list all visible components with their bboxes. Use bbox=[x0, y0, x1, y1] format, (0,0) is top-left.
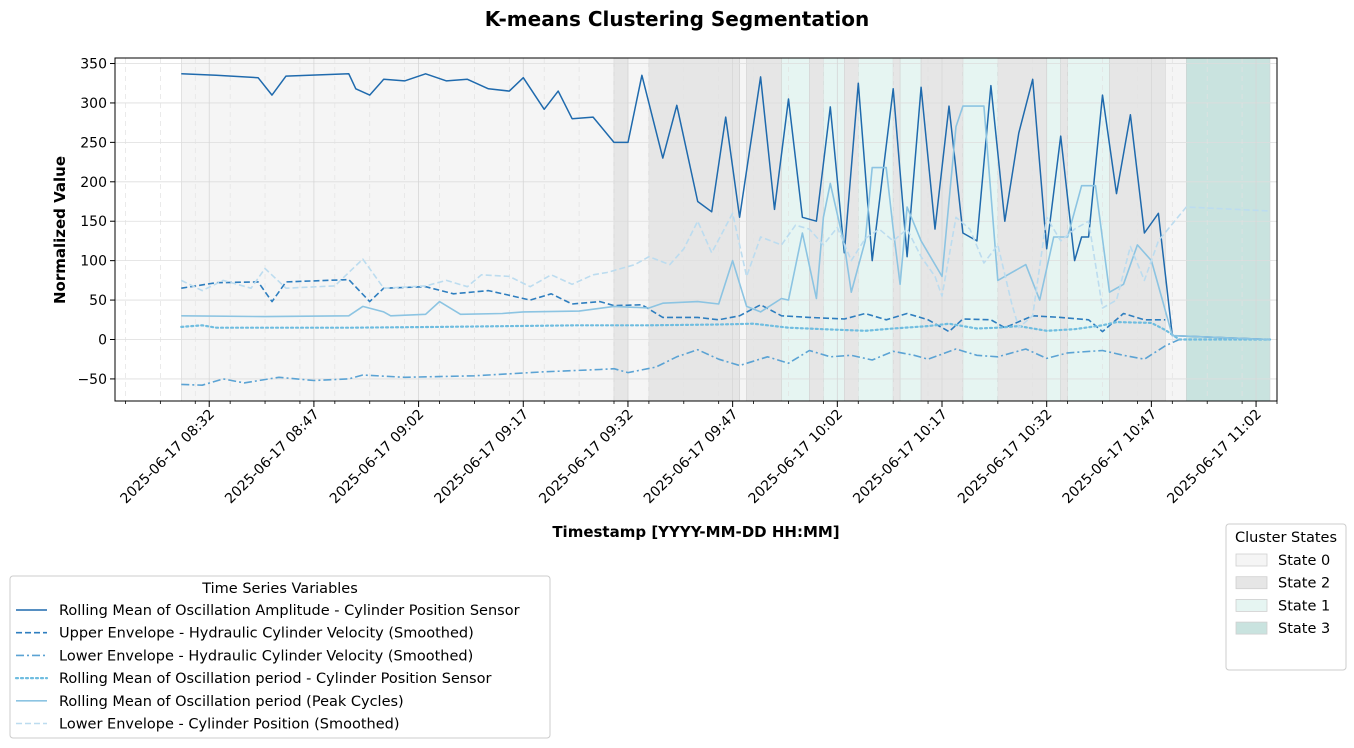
x-tick-label: 2025-06-17 11:02 bbox=[1164, 407, 1265, 508]
state-band bbox=[648, 57, 740, 402]
state-legend-items: State 0 State 2 State 1 State 3 bbox=[1235, 553, 1330, 637]
y-tick-label: 250 bbox=[80, 135, 107, 151]
state-legend-swatch bbox=[1235, 621, 1268, 635]
x-tick-label: 2025-06-17 08:47 bbox=[222, 407, 323, 508]
x-tick-label: 2025-06-17 09:47 bbox=[641, 407, 742, 508]
state-band bbox=[809, 57, 824, 402]
state-band bbox=[181, 57, 615, 402]
x-tick-label: 2025-06-17 09:02 bbox=[327, 407, 428, 508]
x-axis-label: Timestamp [YYYY-MM-DD HH:MM] bbox=[552, 523, 839, 541]
y-tick-label: 200 bbox=[80, 175, 107, 191]
state-legend-label: State 3 bbox=[1278, 621, 1330, 637]
state-legend-swatch bbox=[1235, 599, 1268, 612]
series-legend-label: Lower Envelope - Cylinder Position (Smoo… bbox=[59, 717, 399, 733]
y-tick-label: 150 bbox=[80, 214, 107, 230]
state-band bbox=[739, 57, 747, 402]
plot-area bbox=[114, 57, 1278, 402]
state-legend-swatch bbox=[1235, 576, 1268, 590]
series-line-6 bbox=[180, 206, 1271, 329]
series-legend-title: Time Series Variables bbox=[201, 581, 358, 597]
x-axis: 2025-06-17 08:32 2025-06-17 08:47 2025-06-… bbox=[118, 401, 1278, 508]
grid bbox=[115, 58, 1278, 401]
state-legend-swatch bbox=[1235, 553, 1268, 567]
series-legend-label: Rolling Mean of Oscillation period (Peak… bbox=[59, 694, 404, 710]
series-line-3 bbox=[181, 338, 1180, 386]
series-legend-label: Rolling Mean of Oscillation Amplitude - … bbox=[59, 603, 520, 619]
state-legend-label: State 0 bbox=[1278, 553, 1330, 569]
series-legend: Time Series Variables Rolling Mean of Os… bbox=[9, 575, 551, 739]
series-line-1 bbox=[181, 73, 1271, 341]
x-tick-label: 2025-06-17 10:47 bbox=[1060, 407, 1161, 508]
state-band bbox=[613, 57, 629, 402]
y-axis: −50 0 50 100 150 200 250 300 350 bbox=[77, 57, 115, 388]
y-tick-label: 300 bbox=[80, 96, 107, 112]
y-tick-label: −50 bbox=[77, 372, 107, 388]
state-band bbox=[627, 57, 650, 402]
series-legend-frame bbox=[9, 575, 551, 739]
x-tick-label: 2025-06-17 09:32 bbox=[536, 407, 637, 508]
state-band bbox=[899, 57, 922, 402]
y-tick-label: 350 bbox=[80, 57, 107, 73]
x-tick-label: 2025-06-17 09:17 bbox=[432, 407, 533, 508]
y-tick-label: 100 bbox=[80, 254, 107, 270]
series-legend-label: Rolling Mean of Oscillation period - Cyl… bbox=[59, 671, 491, 687]
x-tick-label: 2025-06-17 10:02 bbox=[746, 407, 847, 508]
y-tick-label: 50 bbox=[89, 293, 107, 309]
state-band bbox=[1186, 57, 1271, 402]
series-lines bbox=[180, 73, 1272, 386]
state-band bbox=[781, 57, 810, 402]
state-bands bbox=[181, 57, 1271, 402]
series-legend-label: Upper Envelope - Hydraulic Cylinder Velo… bbox=[59, 626, 474, 642]
y-tick-label: 0 bbox=[98, 332, 107, 348]
x-tick-label: 2025-06-17 08:32 bbox=[118, 407, 219, 508]
chart-title: K-means Clustering Segmentation bbox=[485, 7, 869, 31]
state-band bbox=[1060, 57, 1068, 402]
series-legend-items: Rolling Mean of Oscillation Amplitude - … bbox=[14, 603, 520, 733]
state-legend-title: Cluster States bbox=[1235, 530, 1337, 546]
series-line-4 bbox=[180, 321, 1272, 341]
x-tick-label: 2025-06-17 10:17 bbox=[850, 407, 951, 508]
axes-frame bbox=[114, 57, 1278, 402]
state-legend-label: State 2 bbox=[1278, 576, 1330, 592]
x-tick-label: 2025-06-17 10:32 bbox=[955, 407, 1056, 508]
series-legend-label: Lower Envelope - Hydraulic Cylinder Velo… bbox=[59, 648, 473, 664]
y-axis-label: Normalized Value bbox=[51, 156, 69, 304]
state-legend-label: State 1 bbox=[1278, 598, 1330, 614]
